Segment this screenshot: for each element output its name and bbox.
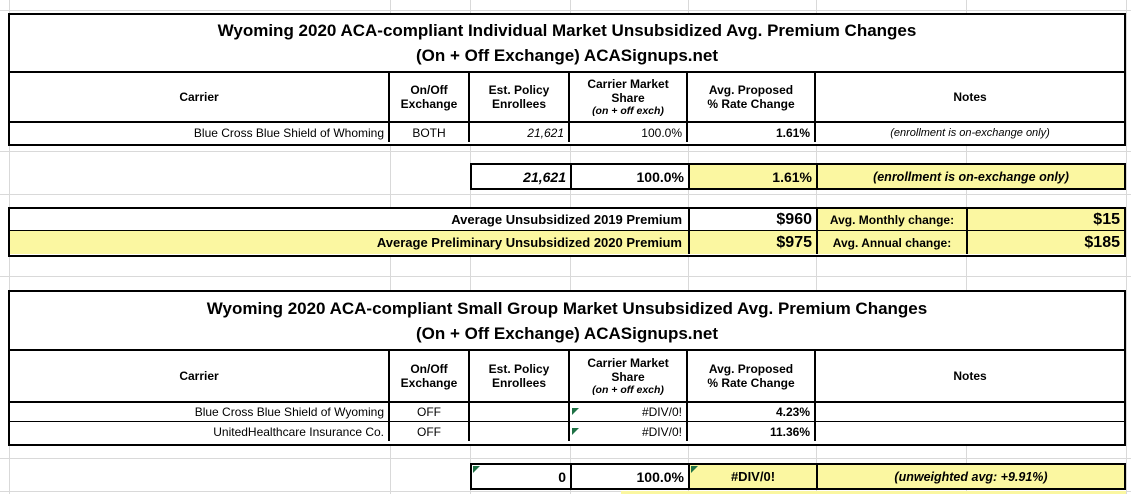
premium-2019-value[interactable]: $960 bbox=[690, 209, 818, 230]
cell-carrier[interactable]: Blue Cross Blue Shield of Whoming bbox=[10, 123, 390, 142]
premium-2020-row: Average Preliminary Unsubsidized 2020 Pr… bbox=[10, 231, 1124, 254]
individual-market-title[interactable]: Wyoming 2020 ACA-compliant Individual Ma… bbox=[10, 15, 1124, 73]
col-header-carrier[interactable]: Carrier bbox=[10, 73, 390, 121]
gridline bbox=[0, 458, 1131, 459]
small-group-header-row: Carrier On/Off Exchange Est. Policy Enro… bbox=[10, 351, 1124, 403]
table-row: Blue Cross Blue Shield of Whoming BOTH 2… bbox=[10, 123, 1124, 142]
total-notes[interactable]: (unweighted avg: +9.91%) bbox=[818, 465, 1124, 488]
total-rate-change[interactable]: 1.61% bbox=[690, 165, 818, 188]
title-line-2: (On + Off Exchange) ACASignups.net bbox=[415, 323, 719, 343]
individual-totals-box: 21,621 100.0% 1.61% (enrollment is on-ex… bbox=[470, 163, 1126, 190]
total-enrollees[interactable]: 0 bbox=[472, 465, 572, 488]
gridline bbox=[0, 276, 1131, 277]
total-market-share[interactable]: 100.0% bbox=[572, 465, 690, 488]
total-rate-change[interactable]: #DIV/0! bbox=[690, 465, 818, 488]
col-header-notes[interactable]: Notes bbox=[953, 369, 987, 383]
premium-averages-box: Average Unsubsidized 2019 Premium $960 A… bbox=[8, 207, 1126, 257]
cell-enrollees[interactable] bbox=[470, 403, 570, 421]
col-header-exchange[interactable]: On/Off Exchange bbox=[390, 73, 470, 121]
gridline bbox=[0, 10, 1131, 11]
individual-header-row: Carrier On/Off Exchange Est. Policy Enro… bbox=[10, 73, 1124, 123]
cell-notes[interactable] bbox=[816, 403, 1124, 421]
col-header-exchange[interactable]: On/Off Exchange bbox=[390, 351, 470, 401]
gridline bbox=[0, 151, 1131, 152]
col-header-rate-change[interactable]: Avg. Proposed % Rate Change bbox=[688, 73, 816, 121]
cell-market-share[interactable]: #DIV/0! bbox=[570, 403, 688, 421]
title-line-1: Wyoming 2020 ACA-compliant Individual Ma… bbox=[217, 21, 917, 40]
title-line-2: (On + Off Exchange) ACASignups.net bbox=[415, 46, 719, 65]
cell-carrier[interactable]: UnitedHealthcare Insurance Co. bbox=[10, 422, 390, 441]
cell-notes[interactable] bbox=[816, 422, 1124, 441]
partial-next-row bbox=[621, 491, 1126, 494]
premium-2020-value[interactable]: $975 bbox=[690, 231, 818, 254]
error-indicator-icon bbox=[691, 466, 698, 473]
col-header-market-share[interactable]: Carrier Market Share (on + off exch) bbox=[570, 351, 688, 401]
error-indicator-icon bbox=[473, 466, 480, 473]
cell-notes[interactable]: (enrollment is on-exchange only) bbox=[890, 126, 1050, 139]
cell-market-share[interactable]: 100.0% bbox=[570, 123, 688, 142]
premium-2019-row: Average Unsubsidized 2019 Premium $960 A… bbox=[10, 209, 1124, 231]
cell-market-share[interactable]: #DIV/0! bbox=[570, 422, 688, 441]
total-enrollees[interactable]: 21,621 bbox=[472, 165, 572, 188]
col-header-rate-change[interactable]: Avg. Proposed % Rate Change bbox=[688, 351, 816, 401]
cell-enrollees[interactable]: 21,621 bbox=[470, 123, 570, 142]
cell-rate-change[interactable]: 4.23% bbox=[688, 403, 816, 421]
col-header-notes[interactable]: Notes bbox=[953, 90, 987, 104]
annual-change-label[interactable]: Avg. Annual change: bbox=[818, 231, 968, 254]
col-header-enrollees[interactable]: Est. Policy Enrollees bbox=[470, 73, 570, 121]
title-line-1: Wyoming 2020 ACA-compliant Small Group M… bbox=[206, 298, 928, 318]
individual-market-table: Wyoming 2020 ACA-compliant Individual Ma… bbox=[8, 13, 1126, 146]
premium-2019-label[interactable]: Average Unsubsidized 2019 Premium bbox=[10, 209, 690, 230]
cell-exchange[interactable]: BOTH bbox=[390, 123, 470, 142]
small-group-table: Wyoming 2020 ACA-compliant Small Group M… bbox=[8, 290, 1126, 446]
total-notes[interactable]: (enrollment is on-exchange only) bbox=[818, 165, 1124, 188]
gridline bbox=[0, 194, 1131, 195]
monthly-change-value[interactable]: $15 bbox=[968, 209, 1124, 230]
error-indicator-icon bbox=[572, 408, 579, 415]
col-header-market-share[interactable]: Carrier Market Share (on + off exch) bbox=[570, 73, 688, 121]
small-group-title[interactable]: Wyoming 2020 ACA-compliant Small Group M… bbox=[10, 292, 1124, 351]
premium-2020-label[interactable]: Average Preliminary Unsubsidized 2020 Pr… bbox=[10, 231, 690, 254]
monthly-change-label[interactable]: Avg. Monthly change: bbox=[818, 209, 968, 230]
error-indicator-icon bbox=[572, 428, 579, 435]
annual-change-value[interactable]: $185 bbox=[968, 231, 1124, 254]
col-header-carrier[interactable]: Carrier bbox=[10, 351, 390, 401]
cell-exchange[interactable]: OFF bbox=[390, 422, 470, 441]
col-header-enrollees[interactable]: Est. Policy Enrollees bbox=[470, 351, 570, 401]
gridline bbox=[1126, 0, 1127, 494]
cell-enrollees[interactable] bbox=[470, 422, 570, 441]
total-market-share[interactable]: 100.0% bbox=[572, 165, 690, 188]
table-row: UnitedHealthcare Insurance Co. OFF #DIV/… bbox=[10, 422, 1124, 441]
cell-carrier[interactable]: Blue Cross Blue Shield of Wyoming bbox=[10, 403, 390, 421]
cell-rate-change[interactable]: 1.61% bbox=[688, 123, 816, 142]
small-group-totals-row: 0 100.0% #DIV/0! (unweighted avg: +9.91%… bbox=[472, 465, 1124, 488]
small-group-totals-box: 0 100.0% #DIV/0! (unweighted avg: +9.91%… bbox=[470, 463, 1126, 490]
table-row: Blue Cross Blue Shield of Wyoming OFF #D… bbox=[10, 403, 1124, 422]
individual-totals-row: 21,621 100.0% 1.61% (enrollment is on-ex… bbox=[472, 165, 1124, 188]
cell-rate-change[interactable]: 11.36% bbox=[688, 422, 816, 441]
cell-exchange[interactable]: OFF bbox=[390, 403, 470, 421]
gridline bbox=[0, 491, 1131, 492]
